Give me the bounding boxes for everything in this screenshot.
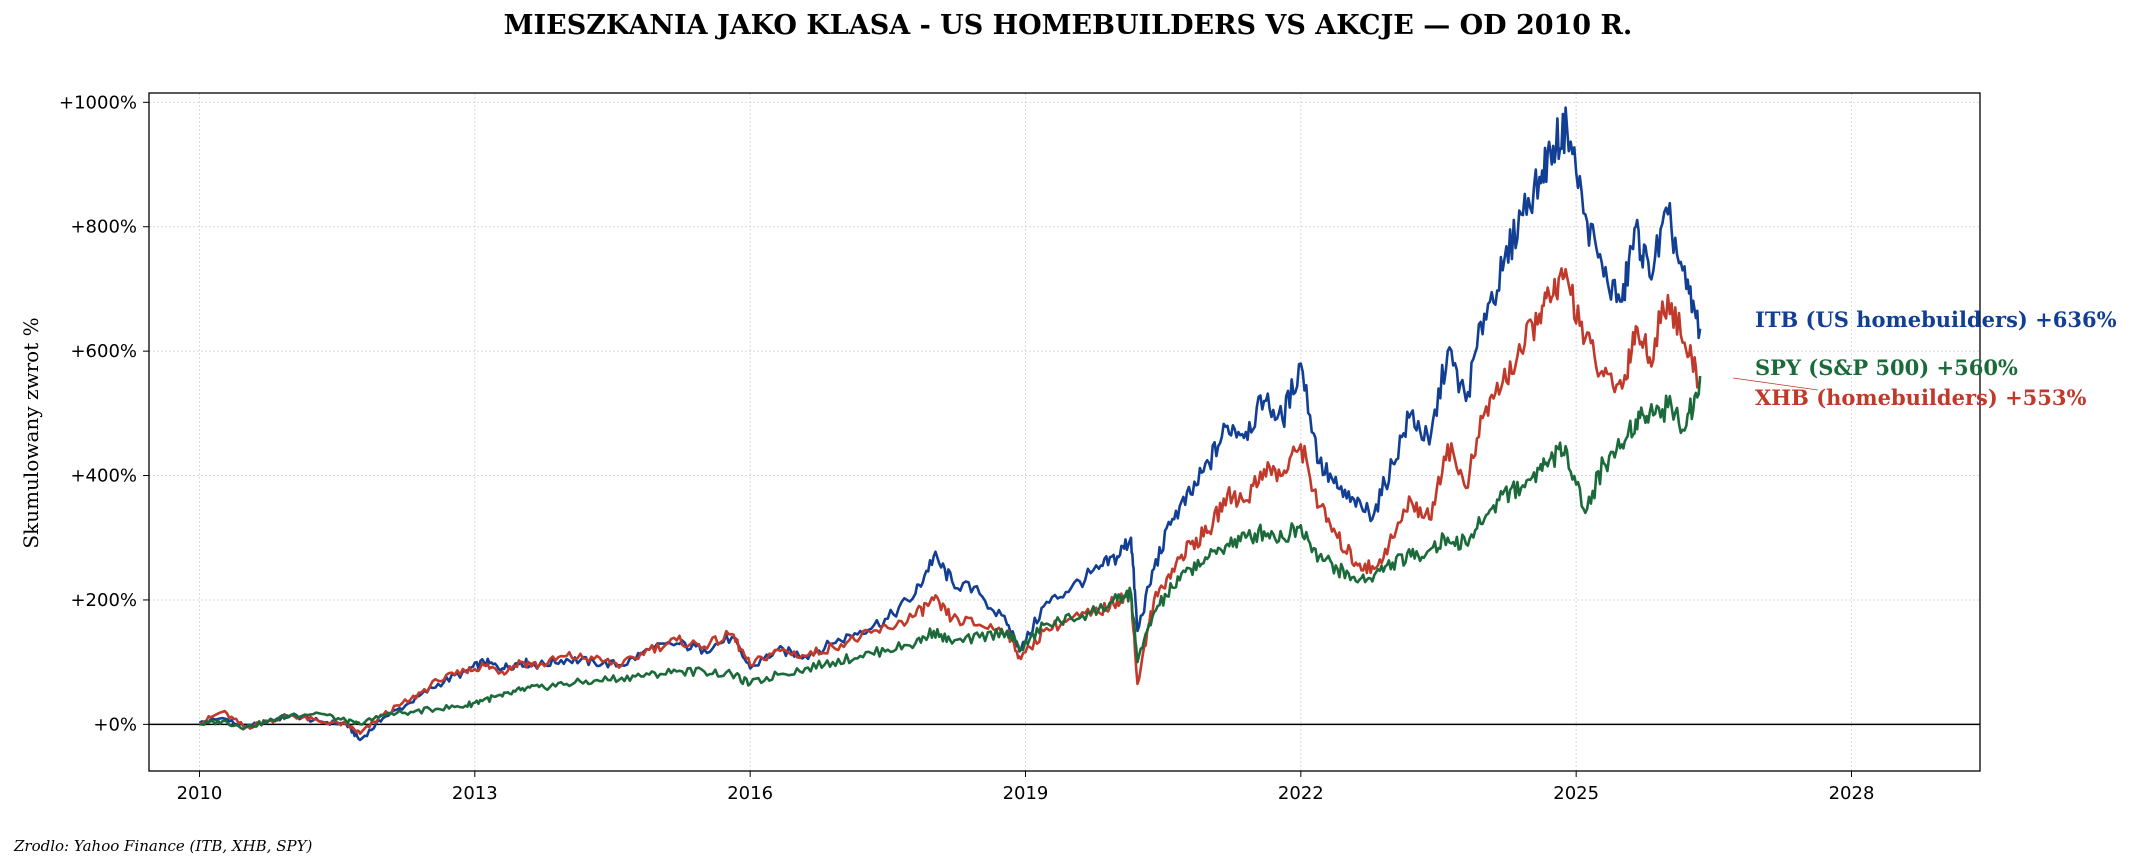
series-line-xhb xyxy=(198,267,1702,735)
grid xyxy=(149,93,1980,771)
y-axis-ticks: +0% +200% +400% +600% +800% +1000% xyxy=(59,92,149,735)
x-tick-label: 2025 xyxy=(1553,783,1599,804)
x-tick-label: 2010 xyxy=(177,783,223,804)
y-tick-label: +800% xyxy=(70,217,137,238)
end-label-itb: ITB (US homebuilders) +636% xyxy=(1755,307,2117,332)
series-end-labels: ITB (US homebuilders) +636% SPY (S&P 500)… xyxy=(1732,307,2117,410)
end-label-xhb: XHB (homebuilders) +553% xyxy=(1755,385,2087,410)
chart-title: MIESZKANIA JAKO KLASA - US HOMEBUILDERS … xyxy=(504,10,1633,41)
y-tick-label: +1000% xyxy=(59,92,137,113)
y-tick-label: +400% xyxy=(70,466,137,487)
x-tick-label: 2028 xyxy=(1829,783,1875,804)
label-connector xyxy=(1732,377,1819,391)
source-note: Zrodlo: Yahoo Finance (ITB, XHB, SPY) xyxy=(13,837,312,855)
y-tick-label: +600% xyxy=(70,341,137,362)
y-tick-label: +200% xyxy=(70,590,137,611)
series-line-spy xyxy=(199,375,1702,731)
end-label-spy: SPY (S&P 500) +560% xyxy=(1755,355,2018,380)
x-axis-ticks: 2010 2013 2016 2019 2022 2025 2028 xyxy=(177,771,1875,804)
y-axis-label: Skumulowany zwrot % xyxy=(19,317,43,548)
x-tick-label: 2022 xyxy=(1278,783,1324,804)
series-lines xyxy=(198,106,1702,742)
series-line-itb xyxy=(198,106,1702,742)
y-tick-label: +0% xyxy=(93,714,137,735)
x-tick-label: 2013 xyxy=(452,783,498,804)
x-tick-label: 2016 xyxy=(727,783,773,804)
x-tick-label: 2019 xyxy=(1003,783,1049,804)
plot-area-frame xyxy=(148,92,1981,772)
